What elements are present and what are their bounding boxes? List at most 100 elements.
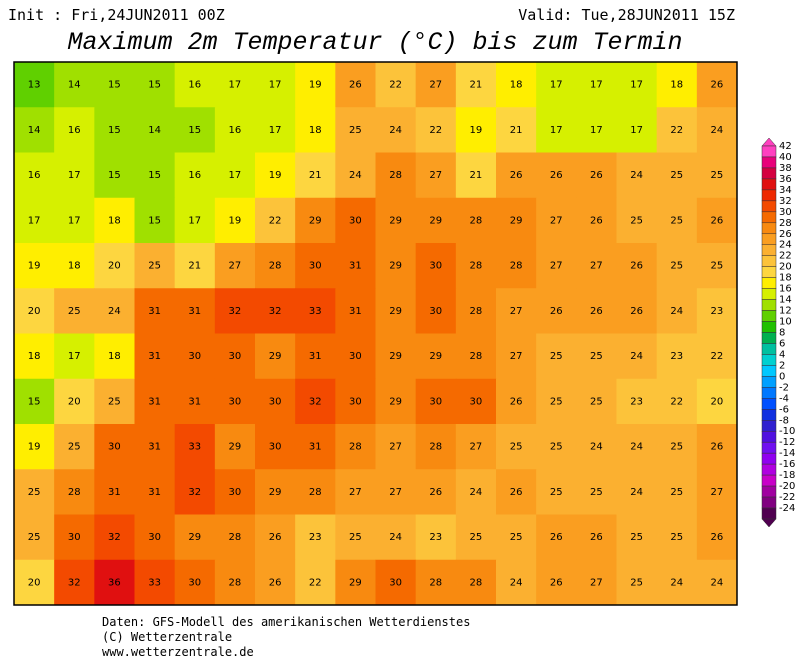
scale-label: 36 [779,174,792,185]
temperature-cell [335,62,376,108]
temperature-cell [134,469,176,515]
temperature-cell [616,333,658,380]
temperature-label: 29 [389,351,402,362]
temperature-label: 25 [148,261,161,272]
temperature-label: 17 [550,125,563,136]
temperature-label: 32 [309,396,322,407]
temperature-label: 15 [148,80,161,91]
temperature-cell [174,62,216,108]
scale-box [761,244,777,256]
temperature-label: 27 [389,487,402,498]
temperature-label: 28 [349,442,362,453]
temperature-cell [295,514,336,561]
temperature-label: 27 [229,261,242,272]
scale-label: 20 [779,262,792,273]
temperature-label: 25 [670,442,683,453]
temperature-label: 32 [269,306,282,317]
temperature-cell [335,107,376,153]
temperature-label: 26 [550,170,563,181]
temperature-cell [536,243,577,289]
temperature-cell [496,62,537,108]
scale-box [761,343,777,355]
temperature-cell [54,333,95,380]
temperature-cell [255,62,296,108]
temperature-label: 30 [269,442,282,453]
temperature-label: 26 [590,306,603,317]
temperature-label: 28 [429,577,442,588]
temperature-label: 25 [630,215,643,226]
temperature-cell [14,514,55,561]
temperature-label: 17 [550,80,563,91]
temperature-label: 30 [429,261,442,272]
temperature-cell [455,378,497,425]
temperature-cell [496,107,537,153]
temperature-cell [14,107,55,153]
temperature-cell [14,152,55,199]
temperature-label: 29 [429,351,442,362]
temperature-cell [616,288,658,334]
temperature-label: 20 [108,261,121,272]
temperature-cell [54,152,95,199]
temperature-label: 25 [470,532,483,543]
scale-box [761,474,777,487]
temperature-cell [656,288,698,334]
scale-label: 10 [779,317,792,328]
scale-box [761,299,777,311]
temperature-label: 26 [711,532,724,543]
temperature-label: 22 [269,215,282,226]
scale-box [761,409,777,421]
temperature-label: 23 [309,532,322,543]
temperature-cell [576,333,617,380]
temperature-cell [295,288,336,334]
scale-label: 38 [779,163,792,174]
scale-box [761,189,777,202]
temperature-cell [375,107,417,153]
color-scale: 424038363432302826242220181614121086420-… [761,137,795,528]
temperature-label: 29 [269,351,282,362]
scale-box [761,178,777,191]
scale-box [761,332,777,344]
temperature-cell [214,514,256,561]
scale-label: -8 [779,415,789,426]
temperature-label: 24 [630,170,643,181]
temperature-label: 26 [590,170,603,181]
temperature-label: 30 [309,261,322,272]
temperature-label: 25 [670,215,683,226]
temperature-label: 26 [590,532,603,543]
temperature-cell [295,424,336,470]
temperature-cell [415,288,457,334]
temperature-cell [415,243,457,289]
temperature-cell [214,288,256,334]
temperature-cell [295,333,336,380]
temperature-label: 26 [711,442,724,453]
temperature-cell [375,559,417,606]
temperature-cell [375,514,417,561]
temperature-label: 26 [711,80,724,91]
temperature-label: 18 [108,215,121,226]
temperature-label: 28 [470,577,483,588]
temperature-cell [656,378,698,425]
temperature-label: 17 [630,80,643,91]
valid-time: Valid: Tue,28JUN2011 15Z [518,6,735,24]
temperature-cell [54,62,95,108]
temperature-cell [696,243,738,289]
scale-label: 6 [779,338,785,349]
scale-box [761,496,777,509]
temperature-label: 17 [28,215,41,226]
temperature-cell [214,152,256,199]
temperature-cell [174,559,216,606]
temperature-label: 18 [68,261,81,272]
temperature-cell [375,378,417,425]
scale-label: 18 [779,273,792,284]
scale-box [761,233,777,245]
temperature-cell [54,107,95,153]
temperature-label: 27 [470,442,483,453]
temperature-label: 25 [68,306,81,317]
temperature-cell [496,197,537,244]
scale-label: 0 [779,371,785,382]
temperature-cell [375,197,417,244]
temperature-label: 24 [590,442,603,453]
map-title: Maximum 2m Temperatur (°C) bis zum Termi… [67,28,682,57]
temperature-cell [255,197,296,244]
